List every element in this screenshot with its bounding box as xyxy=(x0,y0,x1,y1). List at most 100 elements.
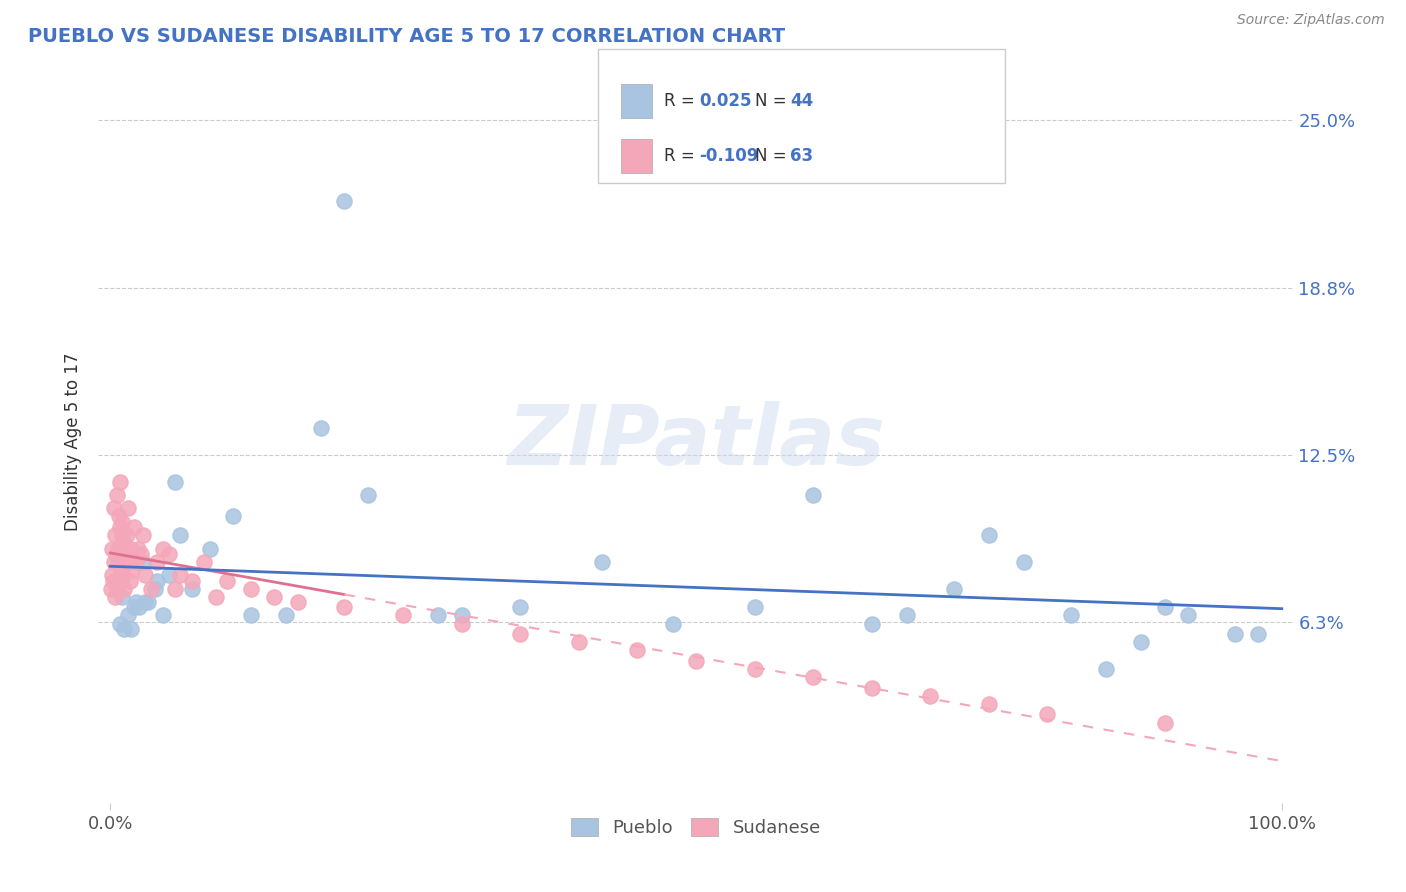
Point xyxy=(107,555,129,569)
Point xyxy=(357,488,380,502)
Point xyxy=(744,662,766,676)
Point xyxy=(132,528,155,542)
Point xyxy=(263,590,285,604)
Point xyxy=(685,654,707,668)
Point xyxy=(120,541,142,556)
Text: 44: 44 xyxy=(790,92,814,110)
Point xyxy=(105,547,128,561)
Point xyxy=(1095,662,1118,676)
Text: R =: R = xyxy=(664,92,700,110)
Point xyxy=(181,582,204,596)
Point xyxy=(222,509,245,524)
Text: -0.109: -0.109 xyxy=(699,147,758,165)
Point xyxy=(193,555,215,569)
Point xyxy=(118,555,141,569)
Point xyxy=(103,501,125,516)
Point xyxy=(111,590,134,604)
Point xyxy=(108,475,131,489)
Point xyxy=(568,635,591,649)
Point xyxy=(101,541,124,556)
Text: R =: R = xyxy=(664,147,700,165)
Point xyxy=(101,574,124,588)
Point xyxy=(1153,600,1175,615)
Point xyxy=(120,574,141,588)
Point xyxy=(143,582,166,596)
Point xyxy=(163,582,186,596)
Point xyxy=(309,421,332,435)
Point xyxy=(107,541,129,556)
Point xyxy=(860,616,883,631)
Point xyxy=(392,608,415,623)
Point xyxy=(163,475,186,489)
Text: N =: N = xyxy=(755,92,792,110)
Point xyxy=(1223,627,1246,641)
Point xyxy=(120,622,142,636)
Point xyxy=(977,697,1000,711)
Point xyxy=(169,568,191,582)
Point xyxy=(105,582,128,596)
Point xyxy=(217,574,239,588)
Point xyxy=(977,528,1000,542)
Point xyxy=(239,608,262,623)
Point xyxy=(661,616,683,631)
Point xyxy=(427,608,450,623)
Point xyxy=(198,541,221,556)
Point xyxy=(128,600,150,615)
Point xyxy=(127,541,149,556)
Point xyxy=(111,515,134,529)
Point xyxy=(157,547,180,561)
Point xyxy=(169,528,191,542)
Point xyxy=(152,608,174,623)
Point xyxy=(100,582,122,596)
Point xyxy=(333,600,356,615)
Text: N =: N = xyxy=(755,147,792,165)
Point xyxy=(1036,707,1059,722)
Point xyxy=(136,595,159,609)
Point xyxy=(141,582,163,596)
Point xyxy=(108,509,131,524)
Point xyxy=(204,590,226,604)
Point xyxy=(117,608,139,623)
Point xyxy=(104,528,127,542)
Point xyxy=(181,574,204,588)
Point xyxy=(1153,715,1175,730)
Point xyxy=(152,541,174,556)
Point xyxy=(626,643,648,657)
Point xyxy=(110,563,132,577)
Point xyxy=(112,568,135,582)
Point xyxy=(1247,627,1270,641)
Point xyxy=(920,689,942,703)
Point xyxy=(101,568,124,582)
Point xyxy=(122,600,145,615)
Point xyxy=(1177,608,1199,623)
Point xyxy=(121,563,143,577)
Point xyxy=(111,528,134,542)
Legend: Pueblo, Sudanese: Pueblo, Sudanese xyxy=(564,811,828,845)
Point xyxy=(274,608,297,623)
Text: 0.025: 0.025 xyxy=(699,92,751,110)
Point xyxy=(108,520,131,534)
Point xyxy=(1130,635,1153,649)
Text: ZIPatlas: ZIPatlas xyxy=(508,401,884,482)
Point xyxy=(122,520,145,534)
Point xyxy=(132,555,155,569)
Point xyxy=(860,681,883,695)
Point xyxy=(801,670,824,684)
Point xyxy=(112,582,135,596)
Point xyxy=(125,555,148,569)
Point xyxy=(110,574,132,588)
Point xyxy=(146,574,169,588)
Point xyxy=(134,568,156,582)
Point xyxy=(450,616,472,631)
Point xyxy=(1012,555,1035,569)
Point xyxy=(942,582,965,596)
Point xyxy=(239,582,262,596)
Point xyxy=(744,600,766,615)
Point xyxy=(333,194,356,208)
Point xyxy=(450,608,472,623)
Point xyxy=(896,608,918,623)
Point xyxy=(114,547,136,561)
Point xyxy=(112,622,135,636)
Text: Source: ZipAtlas.com: Source: ZipAtlas.com xyxy=(1237,13,1385,28)
Point xyxy=(112,536,135,550)
